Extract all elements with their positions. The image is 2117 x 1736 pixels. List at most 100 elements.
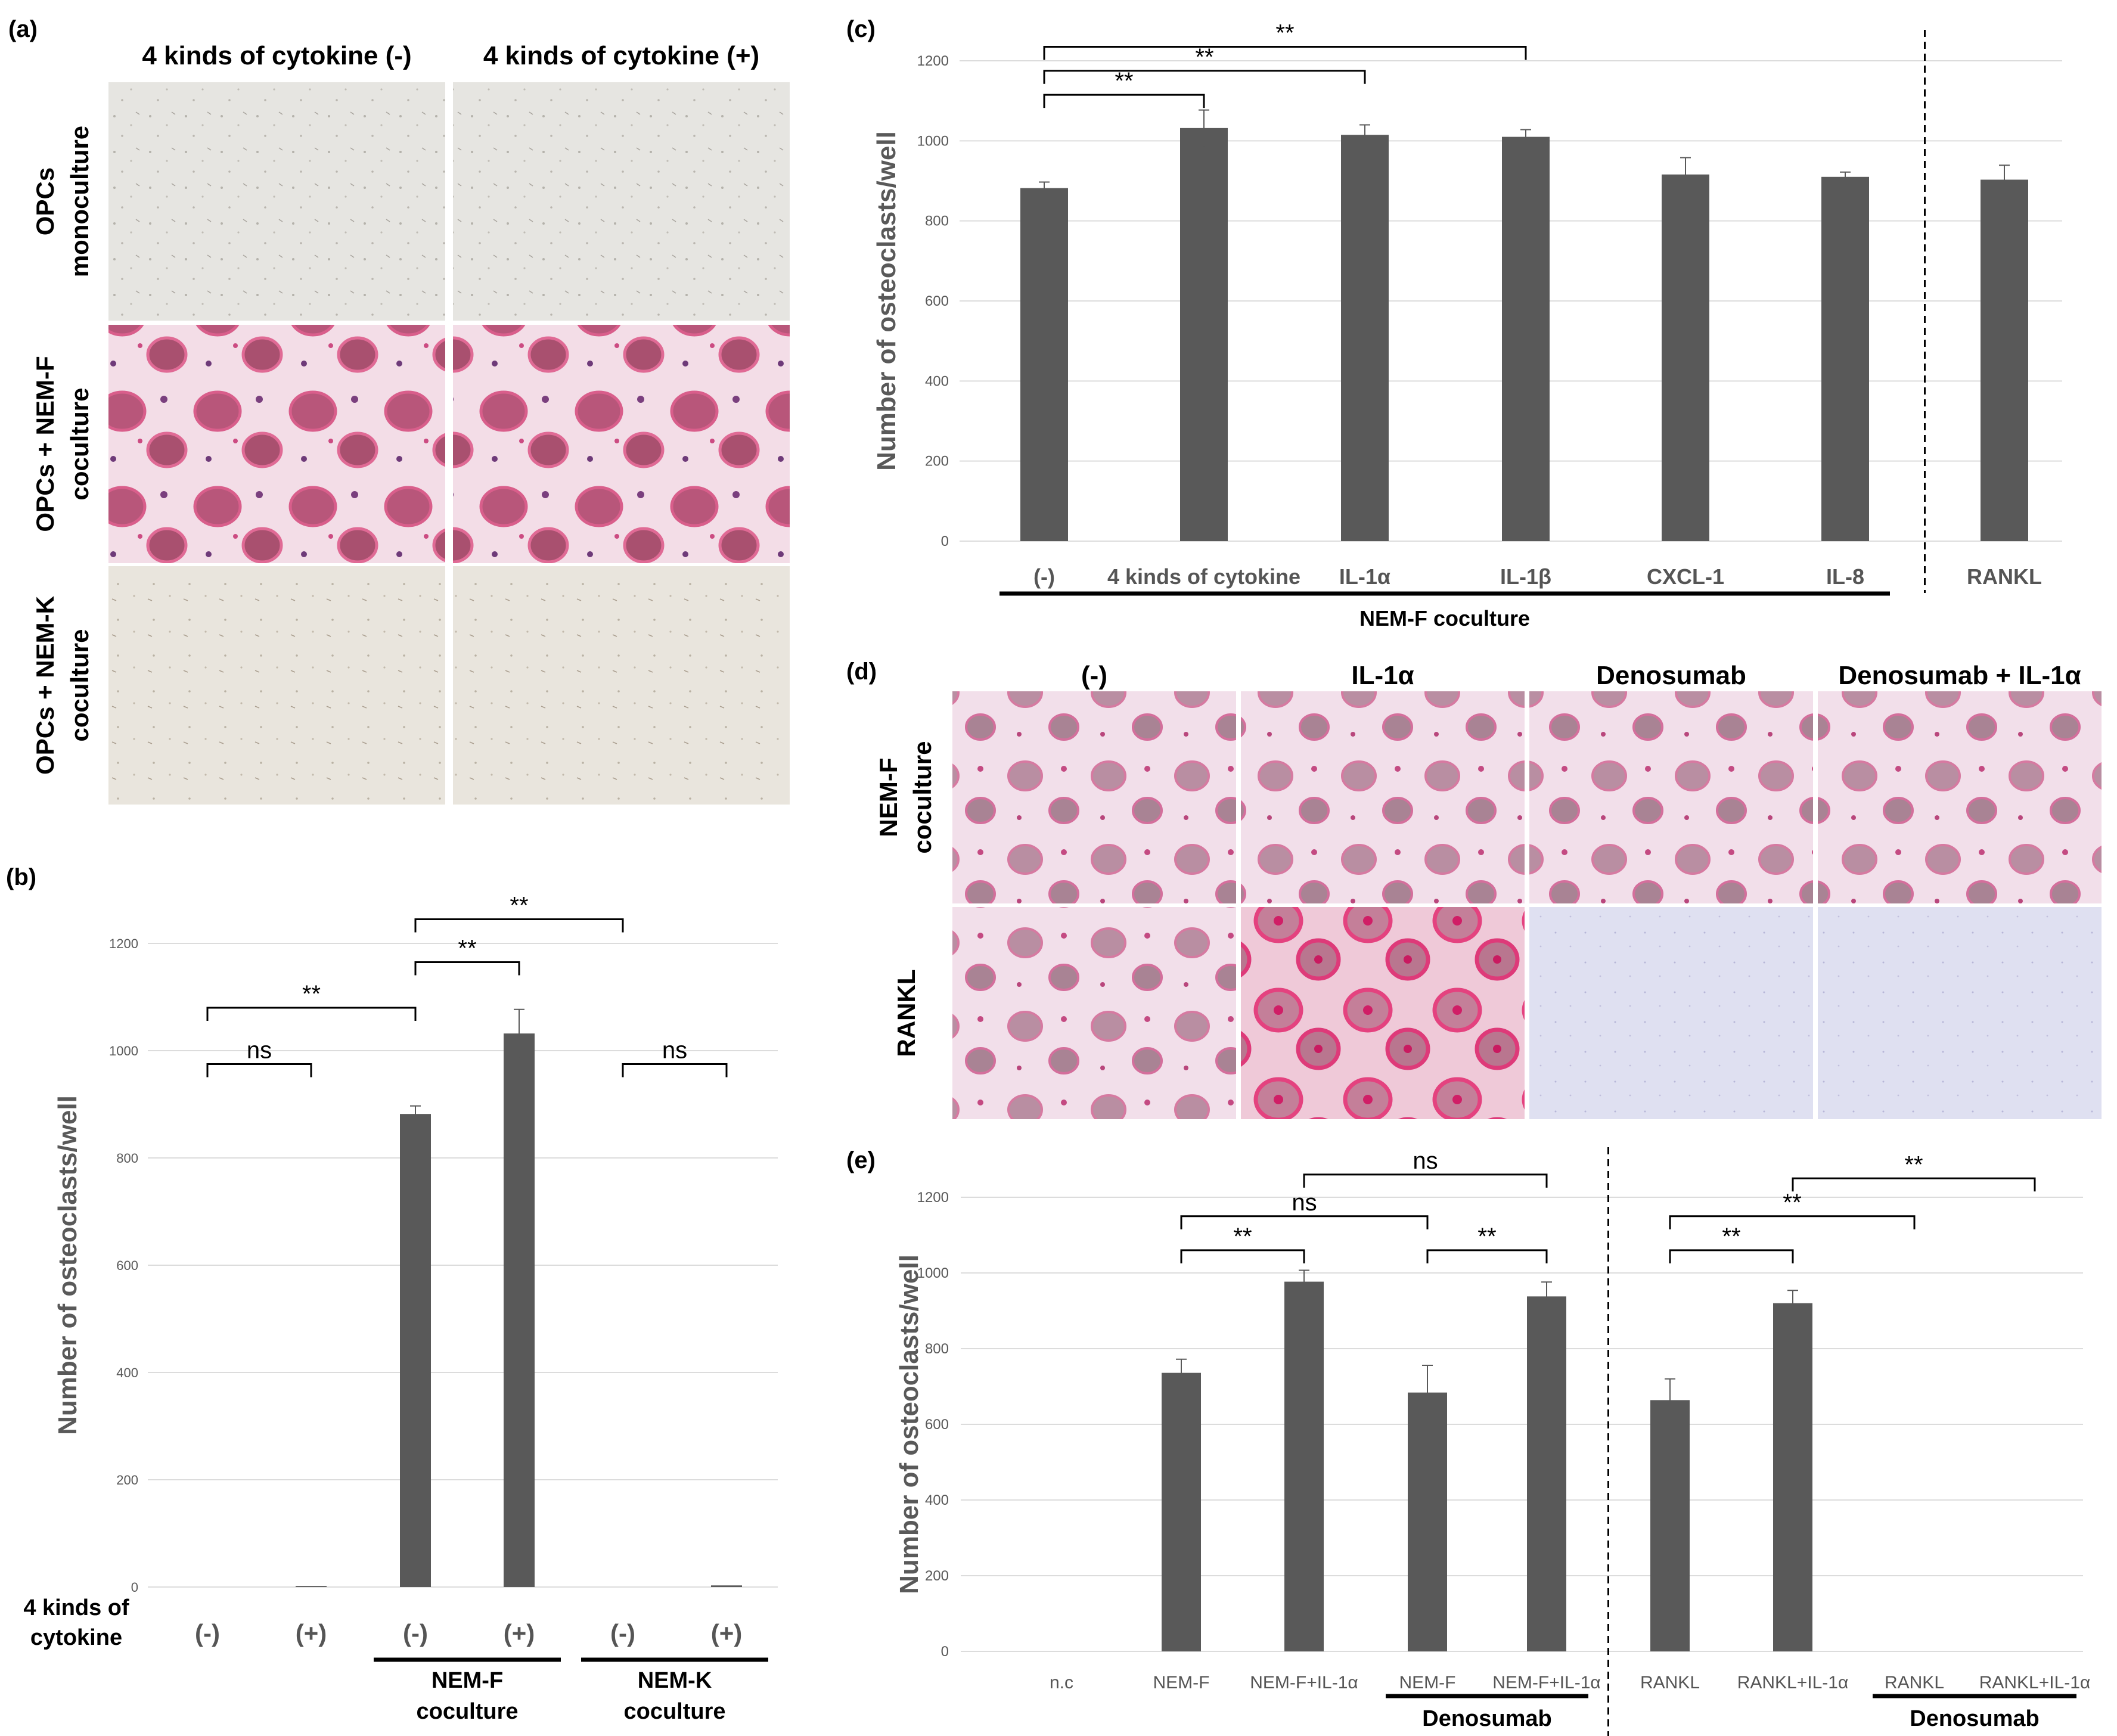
chart-e-group-label: Denosumab (1422, 1706, 1551, 1731)
micrograph-tile (108, 82, 445, 321)
chart-c-category-label: CXCL-1 (1647, 564, 1724, 589)
chart-b-y-tick-label: 800 (116, 1151, 138, 1166)
panel-a-label: (a) (8, 16, 38, 42)
chart-e-significance-label: ns (1292, 1190, 1317, 1216)
chart-b-y-tick-label: 600 (116, 1258, 138, 1273)
chart-e-significance-label: ** (1783, 1190, 1801, 1216)
chart-c-category-label: IL-1β (1500, 564, 1551, 589)
chart-c-y-tick-label: 0 (941, 533, 949, 549)
chart-c-y-axis-label: Number of osteoclasts/well (872, 131, 901, 471)
chart-e-y-tick-label: 400 (925, 1492, 949, 1508)
chart-b-y-axis-label: Number of osteoclasts/well (53, 1095, 82, 1435)
chart-b-bar (711, 1585, 742, 1587)
panel-a-row-label: coculture (66, 629, 94, 741)
chart-e-category-label: RANKL+IL-1α (1979, 1673, 2091, 1692)
panel-d-col-header: IL-1α (1351, 661, 1414, 690)
micrograph-tile (1529, 691, 1813, 903)
chart-b-significance-bracket (414, 918, 624, 933)
micrograph-tile (453, 82, 790, 321)
chart-c-significance-label: ** (1115, 68, 1133, 94)
panel-a-row-label: OPCs + NEM-K (31, 596, 59, 775)
chart-b-row-label: 4 kinds of (23, 1595, 129, 1620)
chart-c-significance-bracket (1043, 70, 1366, 84)
chart-e-significance-bracket (1669, 1249, 1794, 1263)
chart-e-group-label: Denosumab (1910, 1706, 2039, 1731)
chart-c-category-label: IL-1α (1339, 564, 1390, 589)
chart-e-significance-label: ** (1904, 1151, 1923, 1178)
panel-a-row-label: OPCs (31, 167, 59, 235)
chart-c-y-tick-label: 800 (925, 213, 949, 229)
chart-c-category-label: RANKL (1967, 564, 2042, 589)
chart-c-category-label: (-) (1033, 564, 1055, 589)
chart-b-significance-bracket (414, 961, 520, 976)
chart-b-category-label: (-) (403, 1619, 428, 1647)
chart-e-y-tick-label: 800 (925, 1341, 949, 1357)
chart-b-row-label: cytokine (30, 1625, 122, 1650)
chart-c-bar (1981, 179, 2028, 541)
chart-e-significance-bracket (1303, 1173, 1548, 1188)
chart-e-bar (1408, 1392, 1447, 1651)
chart-e-significance-bracket (1426, 1249, 1548, 1263)
chart-e-category-label: RANKL+IL-1α (1737, 1673, 1849, 1692)
chart-b-group-label: NEM-K (638, 1668, 712, 1693)
chart-b-significance-bracket (206, 1063, 312, 1077)
chart-c-y-tick-label: 1200 (917, 53, 949, 69)
panel-a-col-header: 4 kinds of cytokine (+) (483, 41, 759, 70)
chart-b-y-tick-label: 400 (116, 1365, 138, 1380)
chart-e-significance-label: ns (1413, 1148, 1438, 1174)
chart-b-significance-label: ** (510, 893, 528, 919)
chart-b-y-tick-label: 1000 (109, 1044, 138, 1058)
chart-b-y-tick-label: 0 (131, 1580, 138, 1595)
chart-b-bar (400, 1114, 431, 1587)
panel-d-col-header: Denosumab + IL-1α (1838, 661, 2081, 690)
chart-c-bar (1020, 188, 1068, 542)
chart-b-category-label: (+) (296, 1619, 327, 1647)
micrograph-tile (1241, 907, 1525, 1119)
chart-b-bar (296, 1586, 327, 1587)
chart-c-y-tick-label: 200 (925, 454, 949, 470)
chart-b-significance-label: ** (302, 981, 321, 1007)
chart-e-category-label: NEM-F (1399, 1673, 1456, 1692)
panel-d-row-label: coculture (908, 741, 936, 853)
micrograph-tile (1241, 691, 1525, 903)
chart-b-category-label: (+) (504, 1619, 535, 1647)
micrograph-tile (952, 907, 1236, 1119)
chart-e-y-tick-label: 1000 (917, 1265, 949, 1281)
micrograph-tile (1818, 691, 2102, 903)
panel-a-row-label: OPCs + NEM-F (31, 356, 59, 532)
chart-b-panel-label: (b) (6, 864, 36, 890)
chart-e-bar (1527, 1296, 1566, 1651)
chart-c-bar (1821, 176, 1869, 541)
micrograph-tile (108, 566, 445, 805)
chart-e-category-label: NEM-F+IL-1α (1492, 1673, 1601, 1692)
chart-c-significance-bracket (1043, 45, 1527, 60)
chart-e-significance-bracket (1792, 1177, 2036, 1192)
panel-d-label: (d) (846, 659, 877, 685)
chart-c-significance-bracket (1043, 94, 1205, 108)
chart-c-y-tick-label: 600 (925, 293, 949, 309)
chart-b-group-label: NEM-F (432, 1668, 503, 1693)
chart-b-significance-bracket (622, 1063, 728, 1077)
chart-e-y-tick-label: 200 (925, 1568, 949, 1584)
chart-b-significance-bracket (206, 1007, 417, 1021)
chart-e-bar (1162, 1372, 1201, 1651)
chart-e-category-label: n.c (1050, 1673, 1073, 1692)
chart-c-y-tick-label: 400 (925, 373, 949, 389)
chart-e-significance-bracket (1669, 1215, 1916, 1229)
chart-e-y-axis-label: Number of osteoclasts/well (895, 1254, 924, 1594)
chart-e-bar (1650, 1400, 1690, 1651)
chart-b-significance-label: ns (247, 1038, 272, 1064)
chart-b-category-label: (-) (195, 1619, 220, 1647)
micrograph-tile (1818, 907, 2102, 1119)
chart-e-category-label: RANKL (1885, 1673, 1944, 1692)
micrograph-tile (453, 325, 790, 563)
chart-e-category-label: RANKL (1640, 1673, 1700, 1692)
chart-c-bar (1180, 128, 1228, 542)
chart-e-bar (1773, 1303, 1812, 1651)
chart-c-bar (1341, 135, 1389, 542)
chart-b-significance-label: ** (458, 936, 476, 962)
chart-b-group-label: coculture (416, 1699, 518, 1724)
panel-d-col-header: Denosumab (1596, 661, 1746, 690)
chart-e-significance-label: ** (1233, 1223, 1252, 1250)
